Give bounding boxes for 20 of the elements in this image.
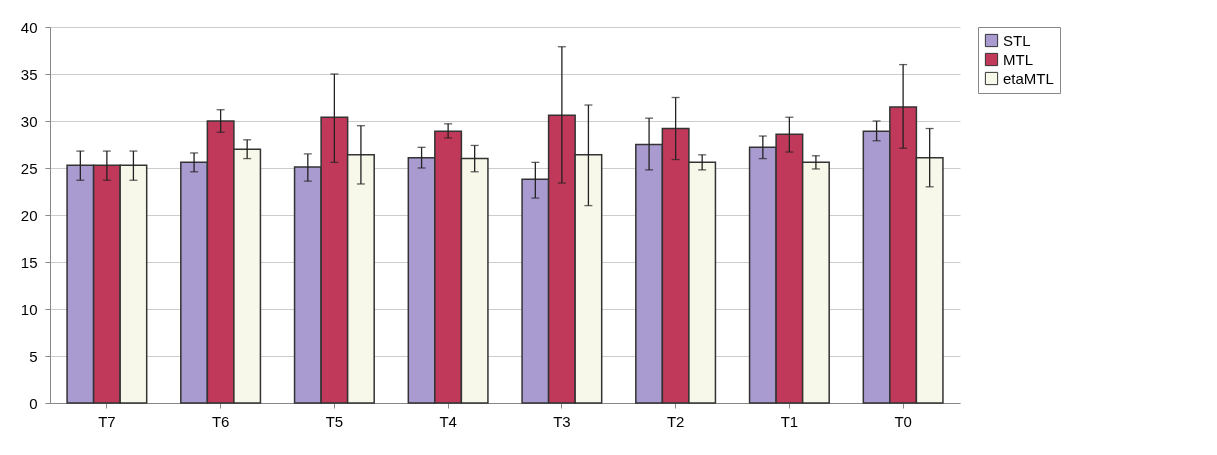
x-tick-label: T0 (894, 412, 912, 430)
y-tick-label: 0 (29, 394, 38, 412)
y-tick-label: 20 (20, 206, 38, 224)
y-tick-label: 5 (29, 347, 38, 365)
y-tick-label: 30 (20, 112, 38, 130)
y-tick-label: 25 (20, 159, 38, 177)
legend-label: etaMTL (1003, 69, 1054, 87)
x-tick-label: T3 (553, 412, 571, 430)
x-tick-label: T5 (325, 412, 344, 430)
y-tick-label: 15 (20, 253, 38, 271)
x-tick-label: T1 (780, 412, 799, 430)
x-tick-label: T4 (439, 412, 457, 430)
legend-label: MTL (1003, 50, 1033, 68)
x-tick-label: T2 (666, 412, 685, 430)
x-tick-label: T6 (211, 412, 230, 430)
y-tick-label: 40 (20, 18, 38, 36)
legend-label: STL (1003, 31, 1031, 49)
y-tick-label: 35 (20, 65, 38, 83)
y-tick-label: 10 (20, 300, 38, 318)
x-tick-label: T7 (98, 412, 116, 430)
